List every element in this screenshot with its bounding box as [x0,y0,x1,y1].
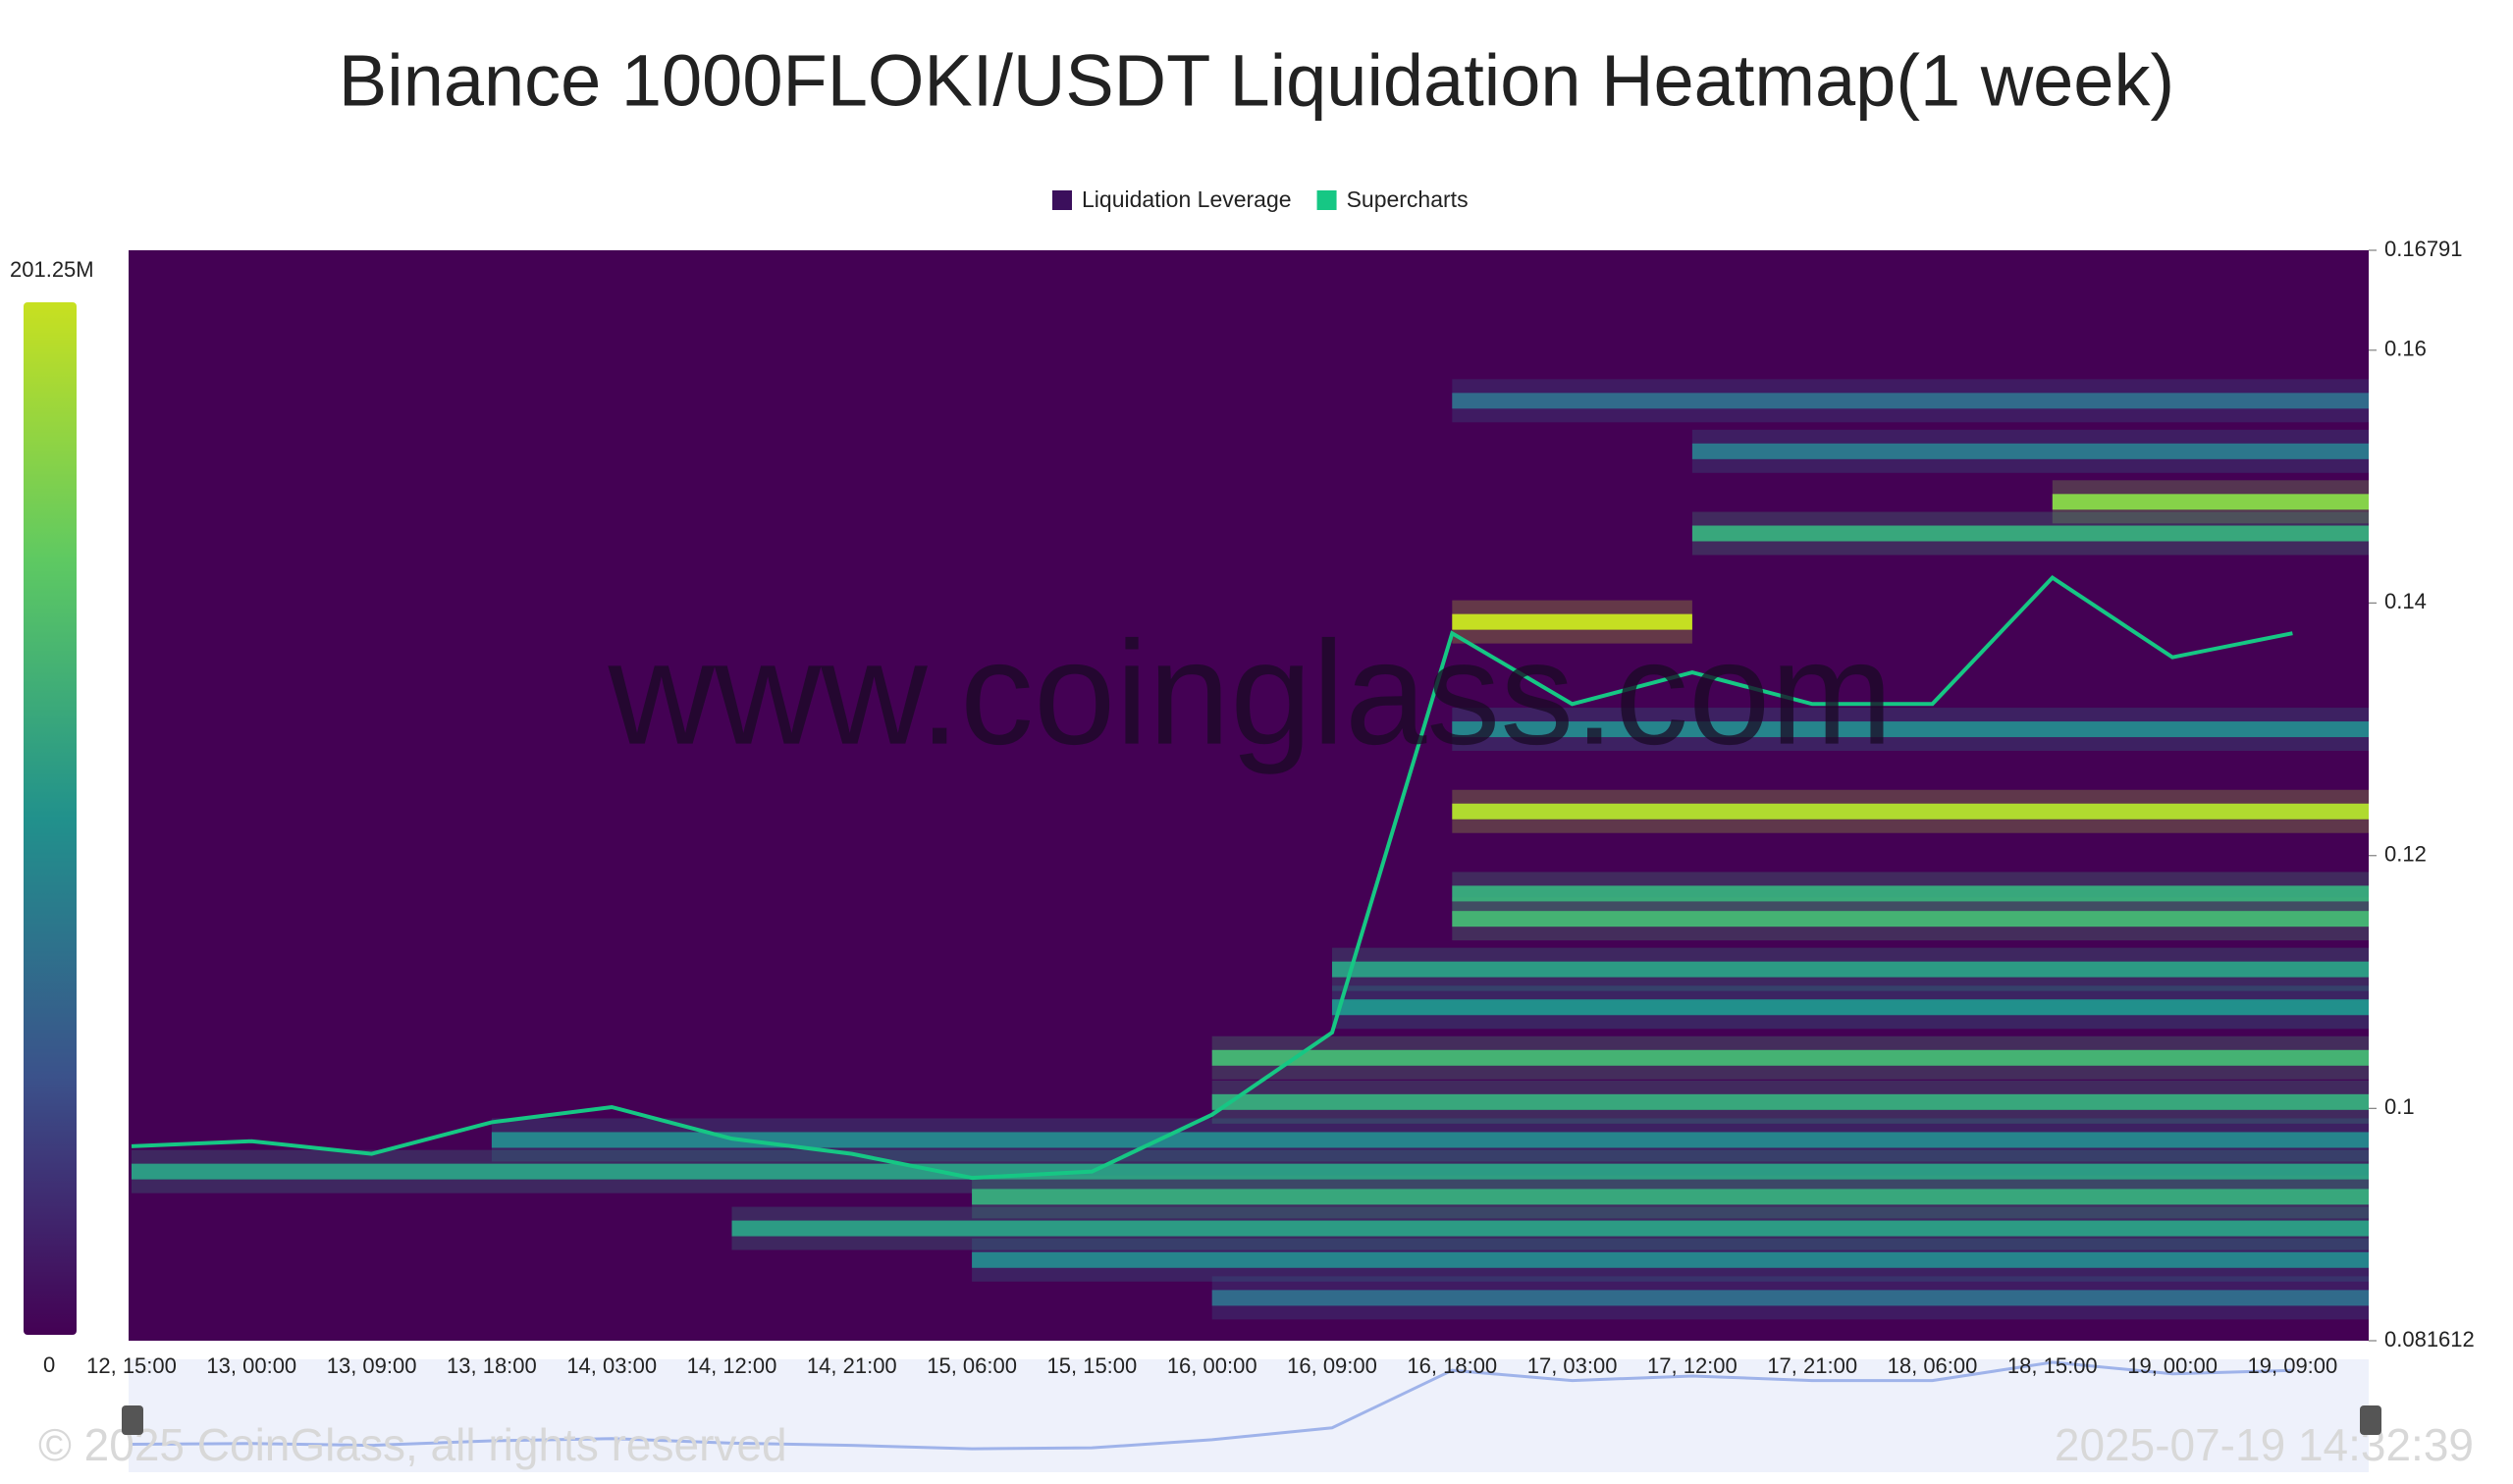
liquidation-level [2052,494,2369,510]
liquidation-level [1691,525,2369,542]
y-tick-label: 0.16791 [2384,237,2463,261]
legend-swatch [1052,190,1072,210]
liquidation-level [491,1132,2369,1148]
navigator-chart [131,1360,2293,1451]
plot [131,379,2369,1320]
liquidation-level [1452,613,1692,630]
x-tick-label: 14, 12:00 [687,1353,777,1378]
y-tick-label: 0.1 [2384,1094,2415,1119]
y-tick-label: 0.16 [2384,337,2427,361]
legend-swatch [1316,190,1337,210]
liquidation-level [972,1189,2369,1205]
legend-label: Supercharts [1347,186,1469,212]
x-tick-label: 13, 09:00 [327,1353,417,1378]
navigator-line [131,1360,2293,1451]
liquidation-level [1211,1290,2369,1306]
price-line [131,574,2293,1181]
x-tick-label: 14, 21:00 [807,1353,897,1378]
x-tick-label: 18, 15:00 [2007,1353,2098,1378]
navigator-handle[interactable] [2360,1405,2381,1435]
y-tick-label: 0.12 [2384,842,2427,867]
legend-label: Liquidation Leverage [1082,186,1292,212]
y-tick-label: 0.14 [2384,589,2427,613]
navigator [129,1359,2369,1472]
legend: Liquidation Leverage Supercharts [1052,186,1469,212]
x-tick-label: 16, 18:00 [1407,1353,1497,1378]
liquidation-level [972,1251,2369,1268]
plot-background [129,250,2369,1341]
x-tick-label: 15, 15:00 [1047,1353,1138,1378]
x-tick-label: 17, 03:00 [1527,1353,1618,1378]
liquidation-level [731,1220,2369,1237]
copyright: © 2025 CoinGlass, all rights reserved [38,1419,787,1470]
x-tick-label: 15, 06:00 [927,1353,1017,1378]
liquidation-level [1452,393,2369,409]
x-tick-label: 14, 03:00 [566,1353,657,1378]
chart-title: Binance 1000FLOKI/USDT Liquidation Heatm… [339,40,2174,122]
x-tick-label: 19, 09:00 [2248,1353,2338,1378]
liquidation-level [1452,721,2369,738]
x-tick-label: 18, 06:00 [1888,1353,1978,1378]
x-tick-label: 17, 21:00 [1767,1353,1857,1378]
liquidation-level [1332,999,2369,1016]
liquidation-level [1691,443,2369,459]
liquidation-level [1211,1093,2369,1110]
x-tick-label: 12, 15:00 [86,1353,177,1378]
navigator-handle[interactable] [122,1405,143,1435]
x-tick-label: 19, 00:00 [2127,1353,2218,1378]
timestamp: 2025-07-19 14:32:39 [2055,1419,2474,1470]
liquidation-level [1332,961,2369,978]
x-tick-label: 17, 12:00 [1647,1353,1738,1378]
x-tick-label: 16, 09:00 [1287,1353,1377,1378]
liquidation-level [1211,1049,2369,1066]
watermark: www.coinglass.com [608,610,1894,775]
liquidation-level [1452,803,2369,820]
colorbar-min: 0 [43,1352,55,1377]
colorbar [24,302,77,1335]
y-tick-label: 0.081612 [2384,1327,2475,1352]
liquidation-level [1452,885,2369,902]
colorbar-max: 201.25M [10,257,94,282]
x-tick-label: 16, 00:00 [1167,1353,1257,1378]
liquidation-level [1452,911,2369,928]
x-tick-label: 13, 18:00 [447,1353,537,1378]
liquidation-level [132,1163,2369,1180]
x-tick-label: 13, 00:00 [206,1353,296,1378]
